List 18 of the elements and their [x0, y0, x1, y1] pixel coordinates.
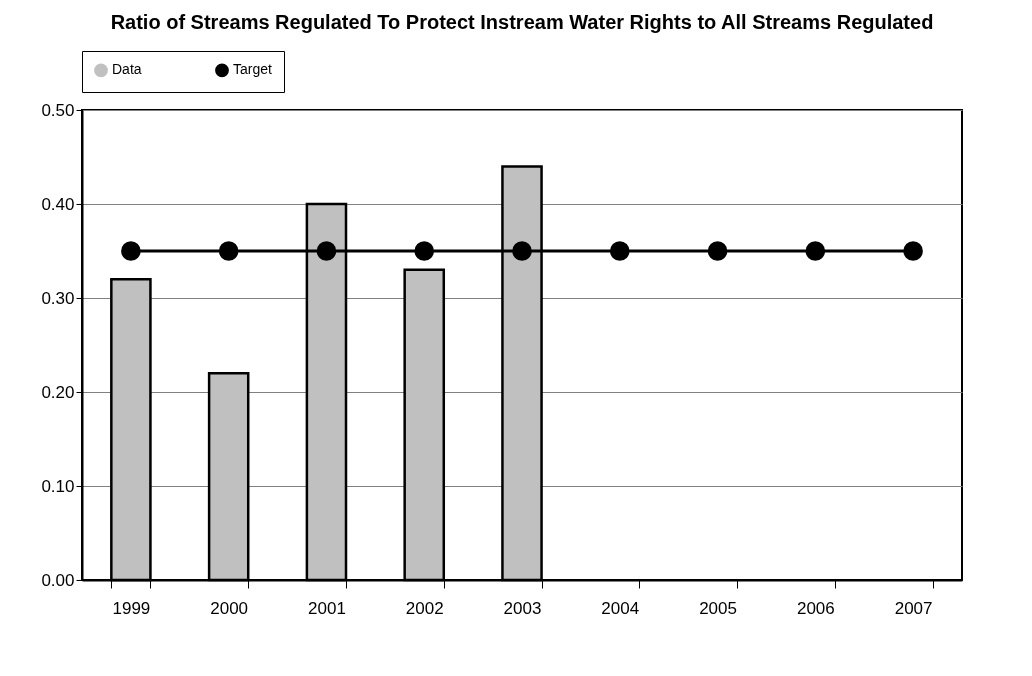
x-tick-label: 2006 — [796, 598, 835, 618]
x-tick-label: 2003 — [503, 598, 542, 618]
legend-label: Data — [112, 61, 142, 78]
x-tick-label: 2005 — [699, 598, 737, 618]
y-tick-label: 0.50 — [41, 100, 75, 120]
x-tick-label: 1999 — [112, 598, 151, 618]
chart-title: Ratio of Streams Regulated To Protect Instream Water Rights to All Streams Regulated — [110, 10, 934, 33]
x-tick-label: 2004 — [601, 598, 640, 618]
x-tick-label: 2002 — [405, 598, 444, 618]
y-tick-label: 0.20 — [41, 382, 75, 402]
x-tick-label: 2007 — [894, 598, 933, 618]
legend-label: Target — [233, 61, 273, 78]
y-tick-label: 0.40 — [41, 194, 75, 214]
x-tick-label: 2000 — [210, 598, 249, 618]
y-tick-label: 0.10 — [41, 476, 75, 496]
y-tick-label: 0.00 — [41, 570, 75, 590]
y-tick-label: 0.30 — [41, 288, 75, 308]
x-tick-label: 2001 — [308, 598, 346, 618]
